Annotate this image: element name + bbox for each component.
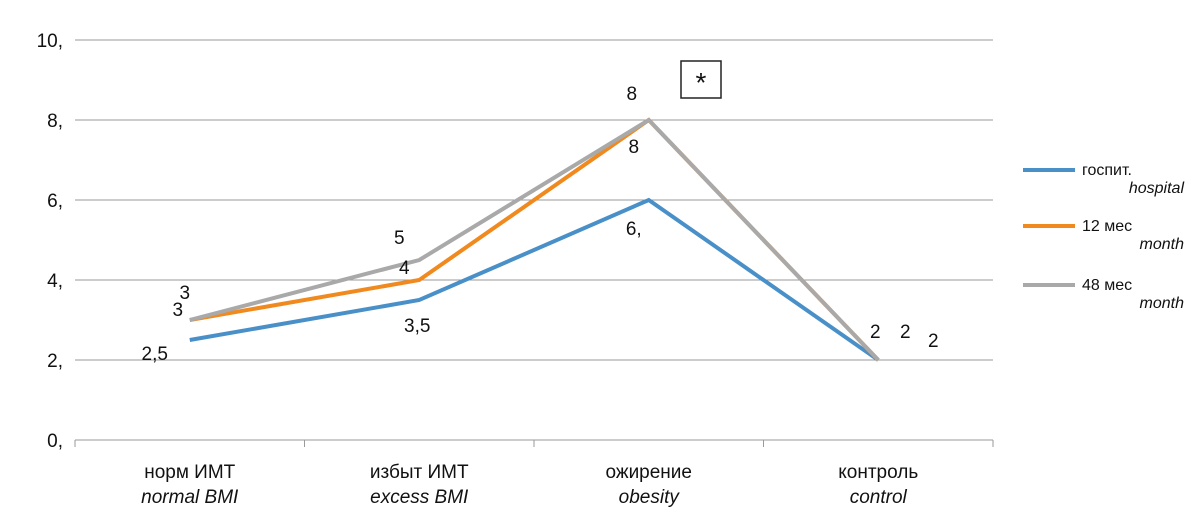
y-tick-label: 10, bbox=[37, 31, 63, 52]
legend-label-en: hospital bbox=[1129, 180, 1185, 197]
data-label: 3 bbox=[179, 283, 190, 304]
data-label: 6, bbox=[626, 219, 642, 240]
annotation-asterisk: * bbox=[696, 67, 707, 98]
legend-label: госпит. bbox=[1082, 162, 1132, 179]
x-category-label: контроль bbox=[838, 462, 918, 483]
x-category-label: ожирение bbox=[606, 462, 692, 483]
legend-label-en: month bbox=[1140, 295, 1185, 312]
data-label: 5 bbox=[394, 228, 405, 249]
y-tick-label: 2, bbox=[47, 351, 63, 372]
y-tick-label: 4, bbox=[47, 271, 63, 292]
legend-label-en: month bbox=[1140, 236, 1185, 253]
data-label: 3,5 bbox=[404, 316, 430, 337]
legend: госпит.hospital 12 мес month 48 мес month bbox=[1023, 162, 1184, 312]
data-label: 8 bbox=[626, 84, 637, 105]
x-category-label: норм ИМТ bbox=[144, 462, 235, 483]
y-tick-label: 6, bbox=[47, 191, 63, 212]
grid bbox=[74, 39, 994, 447]
y-tick-label: 8, bbox=[47, 111, 63, 132]
x-category-label-en: control bbox=[850, 487, 908, 508]
legend-label: 48 мес bbox=[1082, 277, 1132, 294]
x-category-label-en: normal BMI bbox=[141, 487, 239, 508]
series-line-2 bbox=[189, 117, 880, 362]
data-label: 3 bbox=[172, 300, 183, 321]
data-label: 8 bbox=[628, 137, 639, 158]
legend-label: 12 мес bbox=[1082, 218, 1132, 235]
data-label: 2,5 bbox=[142, 344, 168, 365]
x-category-label-en: obesity bbox=[619, 487, 681, 508]
annotation-box bbox=[680, 60, 722, 99]
series-lines bbox=[189, 117, 880, 362]
x-category-label-en: excess BMI bbox=[370, 487, 469, 508]
x-category-label: избыт ИМТ bbox=[370, 462, 469, 483]
data-label: 2 bbox=[870, 322, 881, 343]
x-axis-categories: норм ИМТ normal BMI избыт ИМТ excess BMI ожи… bbox=[141, 462, 918, 508]
data-label: 2 bbox=[900, 322, 911, 343]
y-axis-ticks: 0, 2, 4, 6, 8, 10, bbox=[37, 31, 63, 452]
data-label: 4 bbox=[399, 258, 410, 279]
data-label: 2 bbox=[928, 331, 939, 352]
data-labels: 2,5 3,5 6, 2 3 4 8 2 3 5 8 2 bbox=[142, 84, 939, 365]
y-tick-label: 0, bbox=[47, 431, 63, 452]
significance-annotation: * bbox=[680, 60, 722, 99]
series-line-0 bbox=[189, 197, 880, 362]
